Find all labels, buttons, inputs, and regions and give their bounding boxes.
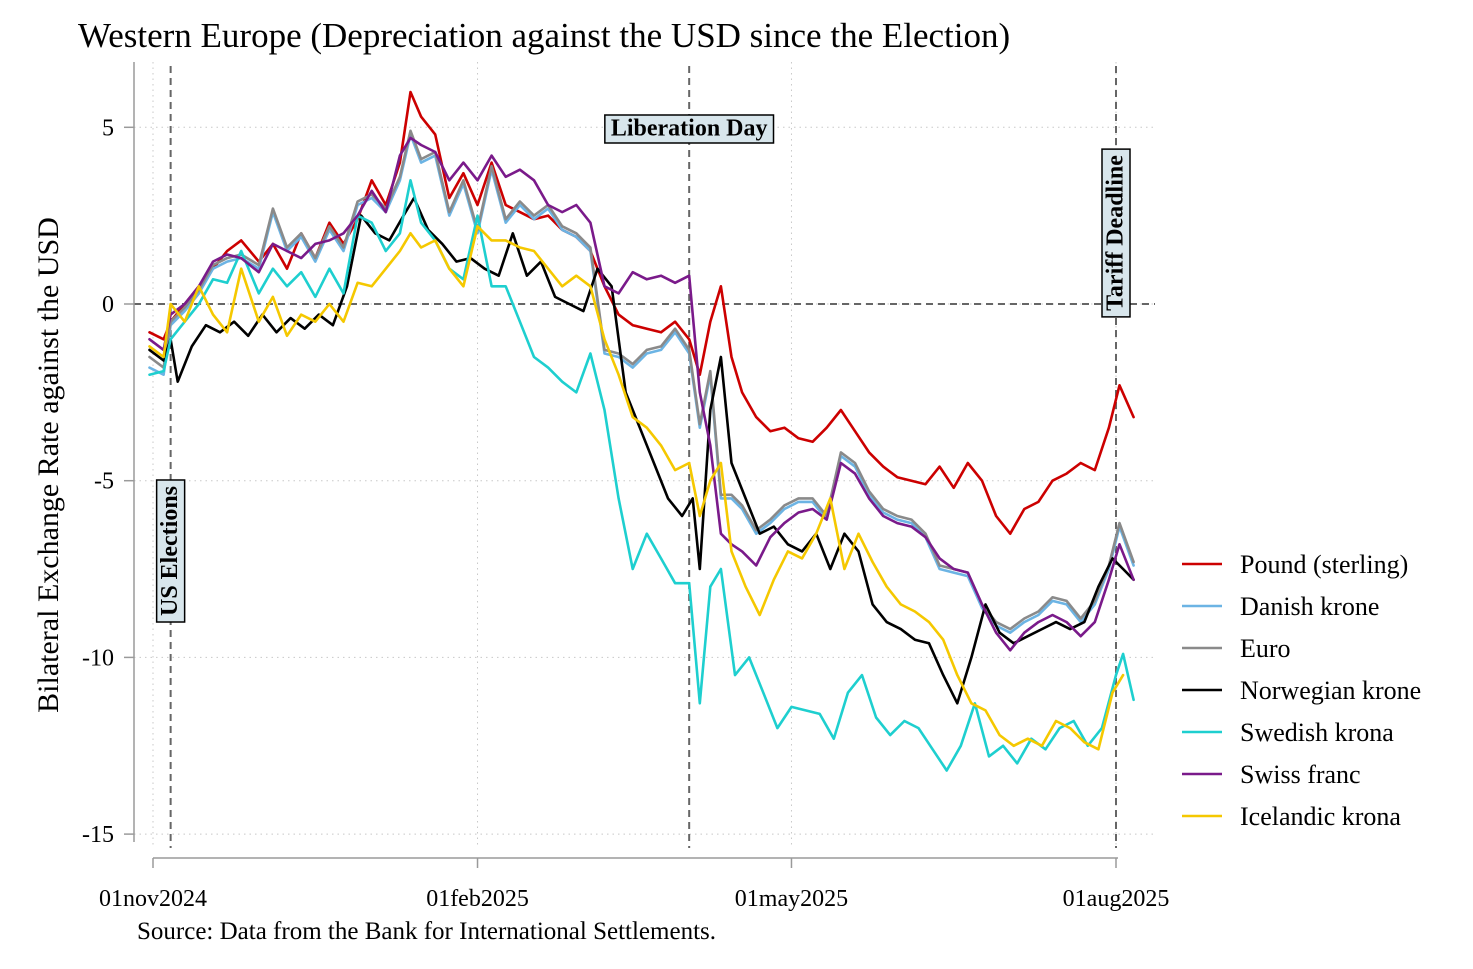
series-line-danish-krone bbox=[148, 133, 1135, 634]
annotation-liberation-day: Liberation Day bbox=[604, 114, 775, 144]
legend-label: Pound (sterling) bbox=[1240, 550, 1408, 579]
annotation-liberation-day-box bbox=[604, 114, 775, 144]
series-line-icelandic-krona bbox=[148, 225, 1125, 751]
annotation-tariff-deadline-box bbox=[1101, 148, 1131, 318]
legend-label: Euro bbox=[1240, 634, 1291, 663]
source-note: Source: Data from the Bank for Internati… bbox=[137, 918, 716, 945]
y-tick-label: 0 bbox=[102, 292, 114, 318]
legend-label: Danish krone bbox=[1240, 592, 1379, 621]
y-tick-label: -15 bbox=[82, 822, 114, 848]
reference-lines bbox=[134, 66, 1155, 848]
x-tick-label: 01may2025 bbox=[735, 886, 848, 912]
annotation-us-elections: US Elections bbox=[155, 479, 186, 623]
x-tick-label: 01nov2024 bbox=[99, 886, 207, 912]
series-line-pound-sterling bbox=[148, 90, 1135, 535]
legend-label: Icelandic krona bbox=[1240, 802, 1401, 831]
annotation-liberation-day-text: Liberation Day bbox=[611, 116, 768, 142]
annotation-tariff-deadline-text: Tariff Deadline bbox=[1103, 155, 1129, 311]
annotation-us-elections-box bbox=[155, 479, 186, 623]
y-tick-label: -10 bbox=[82, 645, 114, 671]
chart-title: Western Europe (Depreciation against the… bbox=[78, 16, 1011, 55]
series-lines bbox=[148, 90, 1135, 772]
series-line-swedish-krona bbox=[148, 179, 1135, 772]
legend: Pound (sterling) Danish krone Euro Norwegia… bbox=[1182, 550, 1421, 831]
x-tick-label: 01feb2025 bbox=[426, 886, 529, 912]
event-annotations: US Elections Liberation Day Tariff Deadlin… bbox=[155, 114, 1131, 623]
annotation-us-elections-text: US Elections bbox=[157, 486, 183, 616]
series-line-norwegian-krone bbox=[148, 196, 1135, 705]
gridlines bbox=[134, 62, 1155, 848]
y-axis-title: Bilateral Exchange Rate against the USD bbox=[32, 217, 65, 713]
annotation-tariff-deadline: Tariff Deadline bbox=[1101, 148, 1131, 318]
legend-label: Swedish krona bbox=[1240, 718, 1394, 747]
y-tick-label: -5 bbox=[94, 469, 114, 495]
y-tick-label: 5 bbox=[102, 115, 114, 141]
series-line-swiss-franc bbox=[148, 136, 1135, 652]
legend-label: Swiss franc bbox=[1240, 760, 1361, 789]
legend-label: Norwegian krone bbox=[1240, 676, 1421, 705]
series-line-euro bbox=[148, 129, 1135, 631]
axes: 5 0 -5 -10 -15 01nov2024 01feb2025 01may2025 01a… bbox=[82, 62, 1169, 912]
x-tick-label: 01aug2025 bbox=[1063, 886, 1170, 912]
